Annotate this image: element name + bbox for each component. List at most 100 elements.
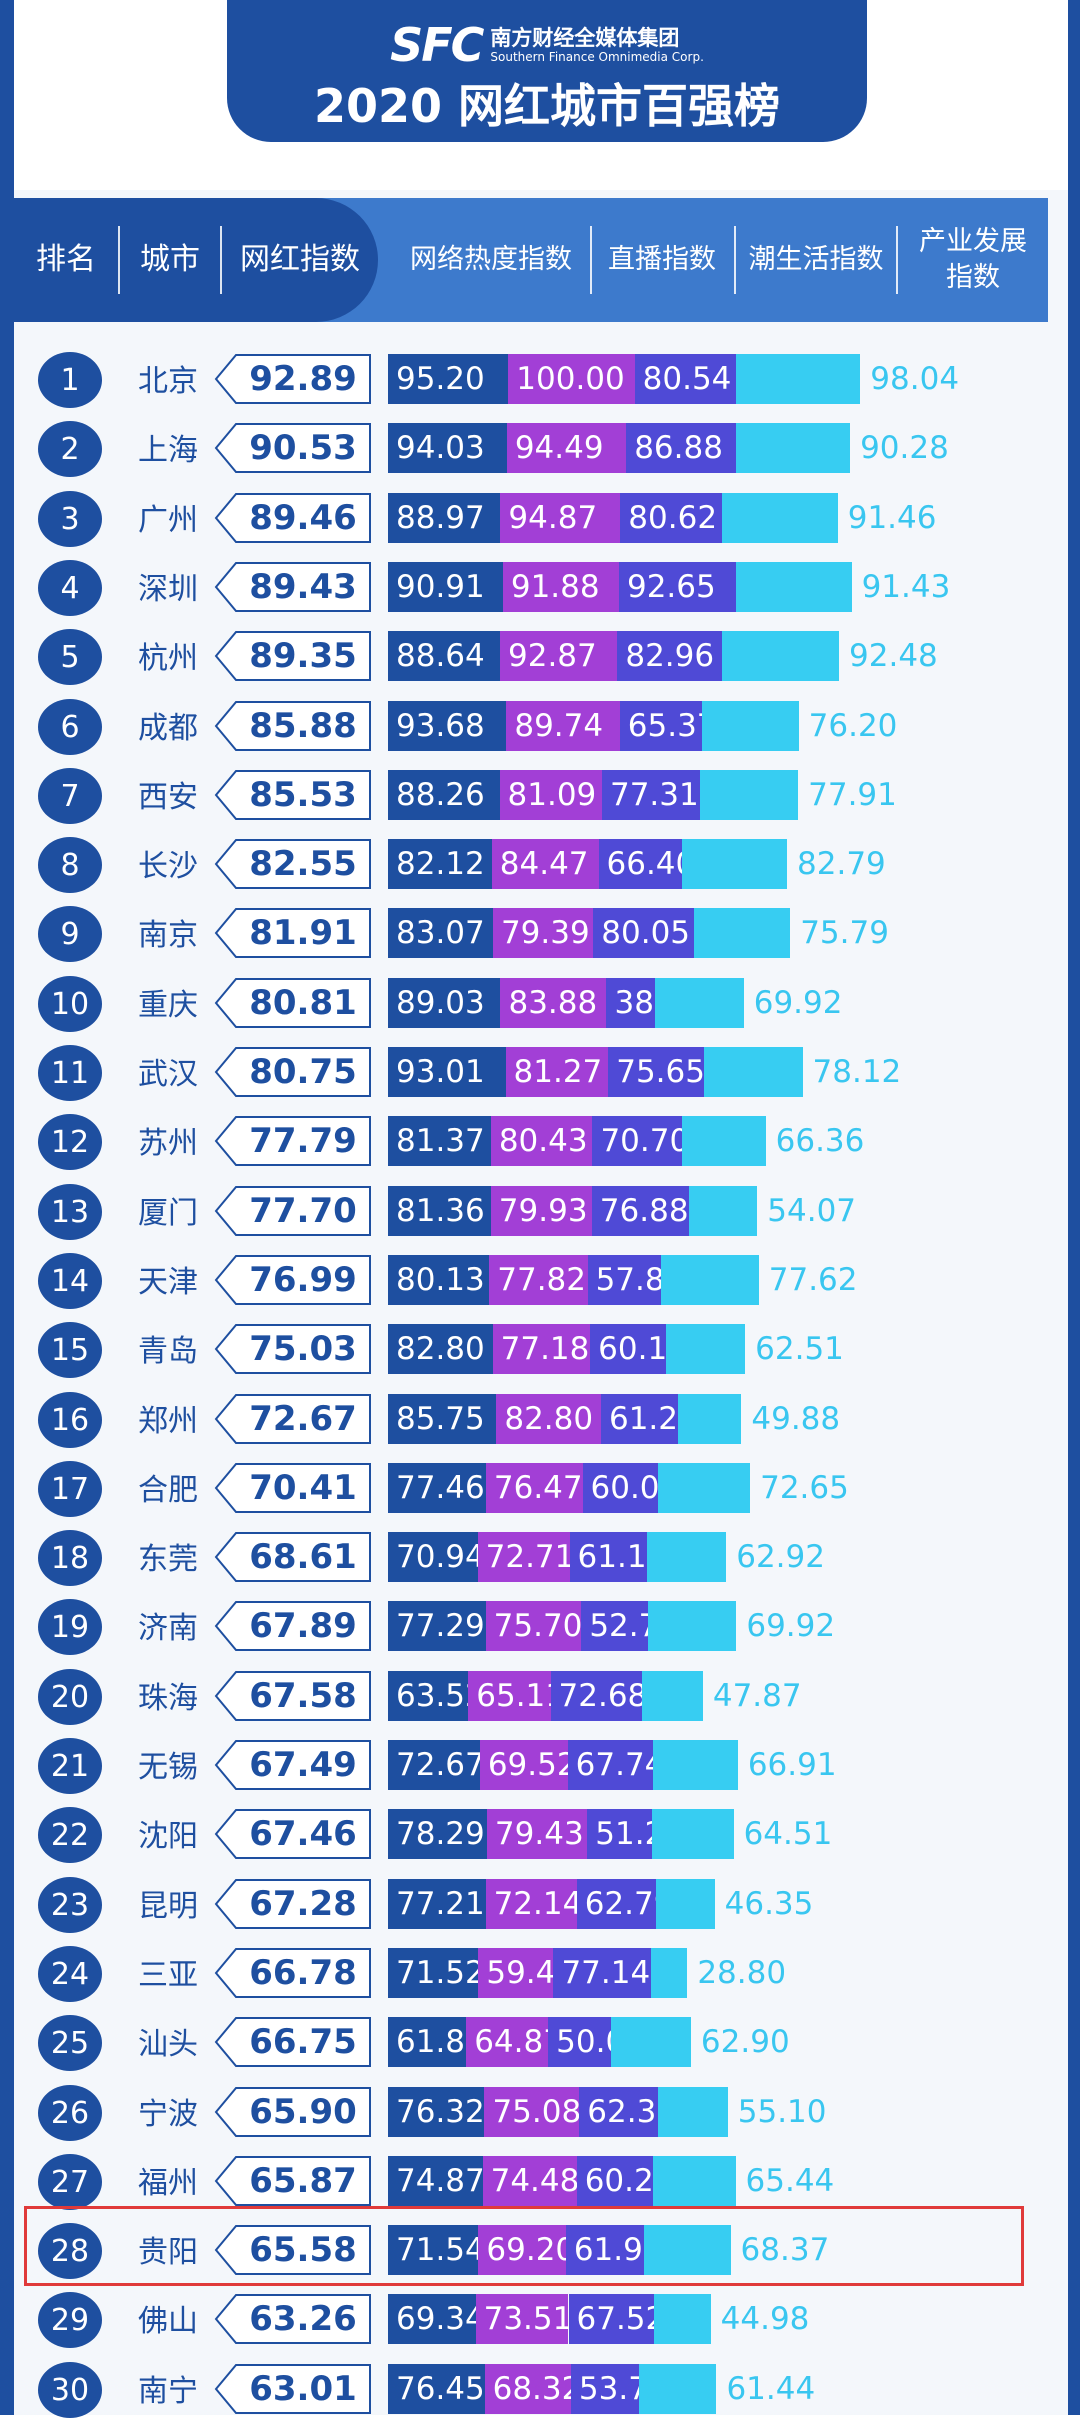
index-value-box: 90.53 bbox=[214, 423, 372, 473]
rank-badge: 8 bbox=[38, 837, 102, 893]
industry-bar-value: 77.91 bbox=[808, 777, 897, 813]
index-arrow-frame bbox=[214, 2364, 371, 2414]
city-label: 合肥 bbox=[138, 1473, 198, 1508]
publisher-logo: SFC 南方财经全媒体集团 Southern Finance Omnimedia… bbox=[227, 16, 867, 74]
trend-bar bbox=[618, 562, 737, 612]
index-value: 89.35 bbox=[249, 636, 357, 676]
index-value-box: 80.75 bbox=[214, 1047, 372, 1097]
industry-bar-value: 49.88 bbox=[751, 1401, 841, 1437]
table-row: 18 东莞 68.61 70.94 72.71 61.10 62.92 bbox=[0, 1526, 1080, 1586]
live-bar-value: 94.49 bbox=[514, 430, 604, 466]
heat-bar bbox=[388, 701, 507, 751]
live-bar bbox=[505, 1047, 609, 1097]
rank-badge: 5 bbox=[38, 629, 102, 685]
heat-bar bbox=[388, 2087, 485, 2137]
trend-bar bbox=[587, 1255, 661, 1305]
header-industry-line2: 指数 bbox=[946, 262, 1000, 293]
industry-bar bbox=[681, 1116, 766, 1166]
industry-bar bbox=[648, 1601, 737, 1651]
trend-bar bbox=[565, 2225, 645, 2275]
rank-badge: 17 bbox=[38, 1461, 102, 1517]
trend-bar-value: 80.62 bbox=[628, 500, 718, 536]
live-bar-value: 79.39 bbox=[500, 915, 590, 951]
index-value-box: 80.81 bbox=[214, 978, 372, 1028]
industry-bar bbox=[656, 1879, 715, 1929]
industry-bar-value: 62.51 bbox=[755, 1331, 844, 1367]
live-bar bbox=[477, 1532, 570, 1582]
trend-bar-value: 80.54 bbox=[642, 361, 732, 397]
header-divider bbox=[896, 226, 898, 294]
heat-bar bbox=[388, 2225, 479, 2275]
index-arrow-frame bbox=[214, 1047, 371, 1097]
index-value-box: 63.01 bbox=[214, 2364, 372, 2414]
heat-bar-value: 77.46 bbox=[396, 1470, 485, 1506]
header-divider bbox=[220, 226, 222, 294]
rank-badge: 15 bbox=[38, 1322, 102, 1378]
city-label: 西安 bbox=[138, 780, 198, 815]
table-row: 15 青岛 75.03 82.80 77.18 60.17 62.51 bbox=[0, 1318, 1080, 1378]
rank-badge: 19 bbox=[38, 1599, 102, 1655]
stacked-bar: 83.07 79.39 80.05 75.79 bbox=[388, 908, 1068, 958]
trend-bar bbox=[576, 2156, 653, 2206]
industry-bar-value: 91.43 bbox=[861, 569, 951, 605]
index-value-box: 67.58 bbox=[214, 1671, 372, 1721]
live-bar-value: 64.87 bbox=[474, 2024, 563, 2060]
trend-bar bbox=[582, 1463, 659, 1513]
right-side-band bbox=[1068, 0, 1080, 2415]
stacked-bar: 77.46 76.47 60.00 72.65 bbox=[388, 1463, 1068, 1513]
index-arrow-frame bbox=[214, 354, 371, 404]
index-value-box: 89.46 bbox=[214, 493, 372, 543]
industry-bar-value: 61.44 bbox=[726, 2371, 816, 2407]
index-value: 77.70 bbox=[249, 1191, 357, 1231]
index-arrow-frame bbox=[214, 701, 371, 751]
industry-bar bbox=[652, 2156, 736, 2206]
trend-bar bbox=[553, 1948, 651, 1998]
trend-bar bbox=[592, 1116, 682, 1166]
index-value: 65.58 bbox=[249, 2230, 357, 2270]
heat-bar-value: 71.54 bbox=[396, 2232, 485, 2268]
heat-bar bbox=[388, 631, 500, 681]
table-row: 5 杭州 89.35 88.64 92.87 82.96 92.48 bbox=[0, 625, 1080, 685]
index-value-box: 77.70 bbox=[214, 1186, 372, 1236]
index-value: 82.55 bbox=[249, 844, 357, 884]
index-arrow-frame bbox=[214, 631, 371, 681]
header-trend-index: 潮生活指数 bbox=[748, 244, 884, 275]
table-row: 13 厦门 77.70 81.36 79.93 76.88 54.07 bbox=[0, 1180, 1080, 1240]
industry-bar bbox=[644, 2225, 731, 2275]
table-row: 21 无锡 67.49 72.67 69.52 67.74 66.91 bbox=[0, 1734, 1080, 1794]
industry-bar-value: 28.80 bbox=[697, 1955, 787, 1991]
trend-bar bbox=[608, 1047, 704, 1097]
industry-bar-value: 66.91 bbox=[747, 1747, 837, 1783]
rank-badge: 11 bbox=[38, 1045, 102, 1101]
city-label: 珠海 bbox=[138, 1681, 198, 1716]
heat-bar-value: 81.37 bbox=[396, 1123, 485, 1159]
live-bar bbox=[484, 2087, 580, 2137]
stacked-bar: 88.97 94.87 80.62 91.46 bbox=[388, 493, 1068, 543]
stacked-bar: 88.64 92.87 82.96 92.48 bbox=[388, 631, 1068, 681]
table-row: 22 沈阳 67.46 78.29 79.43 51.26 64.51 bbox=[0, 1803, 1080, 1863]
industry-bar-value: 47.87 bbox=[712, 1678, 802, 1714]
industry-bar-value: 90.28 bbox=[860, 430, 949, 466]
heat-bar-value: 88.26 bbox=[396, 777, 485, 813]
live-bar-value: 79.43 bbox=[494, 1816, 584, 1852]
trend-bar bbox=[606, 978, 656, 1028]
industry-bar-value: 55.10 bbox=[737, 2094, 827, 2130]
index-value-box: 75.03 bbox=[214, 1324, 372, 1374]
live-bar bbox=[486, 1809, 588, 1859]
index-value: 89.46 bbox=[249, 498, 357, 538]
live-bar-value: 84.47 bbox=[499, 846, 589, 882]
heat-bar bbox=[388, 1394, 497, 1444]
city-label: 汕头 bbox=[138, 2027, 198, 2062]
table-row: 16 郑州 72.67 85.75 82.80 61.23 49.88 bbox=[0, 1388, 1080, 1448]
industry-bar bbox=[611, 2017, 691, 2067]
index-value: 76.99 bbox=[249, 1260, 357, 1300]
industry-bar bbox=[658, 1463, 751, 1513]
stacked-bar: 88.26 81.09 77.31 77.91 bbox=[388, 770, 1068, 820]
index-value: 67.58 bbox=[249, 1676, 357, 1716]
index-value: 81.91 bbox=[249, 913, 357, 953]
table-row: 11 武汉 80.75 93.01 81.27 75.65 78.12 bbox=[0, 1041, 1080, 1101]
table-row: 7 西安 85.53 88.26 81.09 77.31 77.91 bbox=[0, 764, 1080, 824]
heat-bar-value: 80.13 bbox=[396, 1262, 485, 1298]
index-arrow-frame bbox=[214, 1255, 371, 1305]
city-label: 武汉 bbox=[138, 1057, 198, 1092]
